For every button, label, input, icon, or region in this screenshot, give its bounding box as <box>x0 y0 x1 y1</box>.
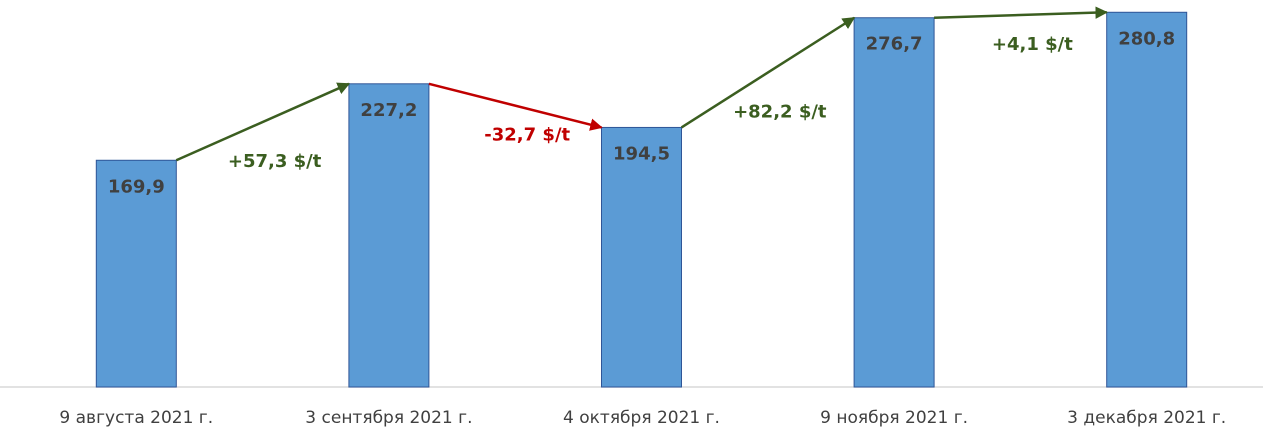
bar <box>95 159 177 388</box>
change-label: +4,1 $/t <box>992 34 1073 55</box>
bar <box>853 17 935 388</box>
change-arrow <box>428 82 603 131</box>
x-tick-label: 9 ноября 2021 г. <box>820 408 968 428</box>
change-label: -32,7 $/t <box>484 125 570 146</box>
x-tick-label: 9 августа 2021 г. <box>59 408 213 428</box>
value-label: 169,9 <box>108 176 165 197</box>
x-tick-label: 4 октября 2021 г. <box>563 408 720 428</box>
change-arrow <box>934 6 1108 19</box>
value-label: 227,2 <box>360 100 417 121</box>
bar <box>1106 11 1188 388</box>
change-label: +82,2 $/t <box>733 102 827 123</box>
value-label: 276,7 <box>866 34 923 55</box>
value-label: 194,5 <box>613 143 670 164</box>
bar <box>348 83 430 388</box>
change-label: +57,3 $/t <box>228 151 322 172</box>
bar <box>601 126 682 388</box>
change-arrow <box>680 16 856 129</box>
x-tick-label: 3 декабря 2021 г. <box>1067 408 1226 428</box>
change-arrow <box>175 82 351 162</box>
x-tick-label: 3 сентября 2021 г. <box>305 408 472 428</box>
value-label: 280,8 <box>1118 28 1175 49</box>
